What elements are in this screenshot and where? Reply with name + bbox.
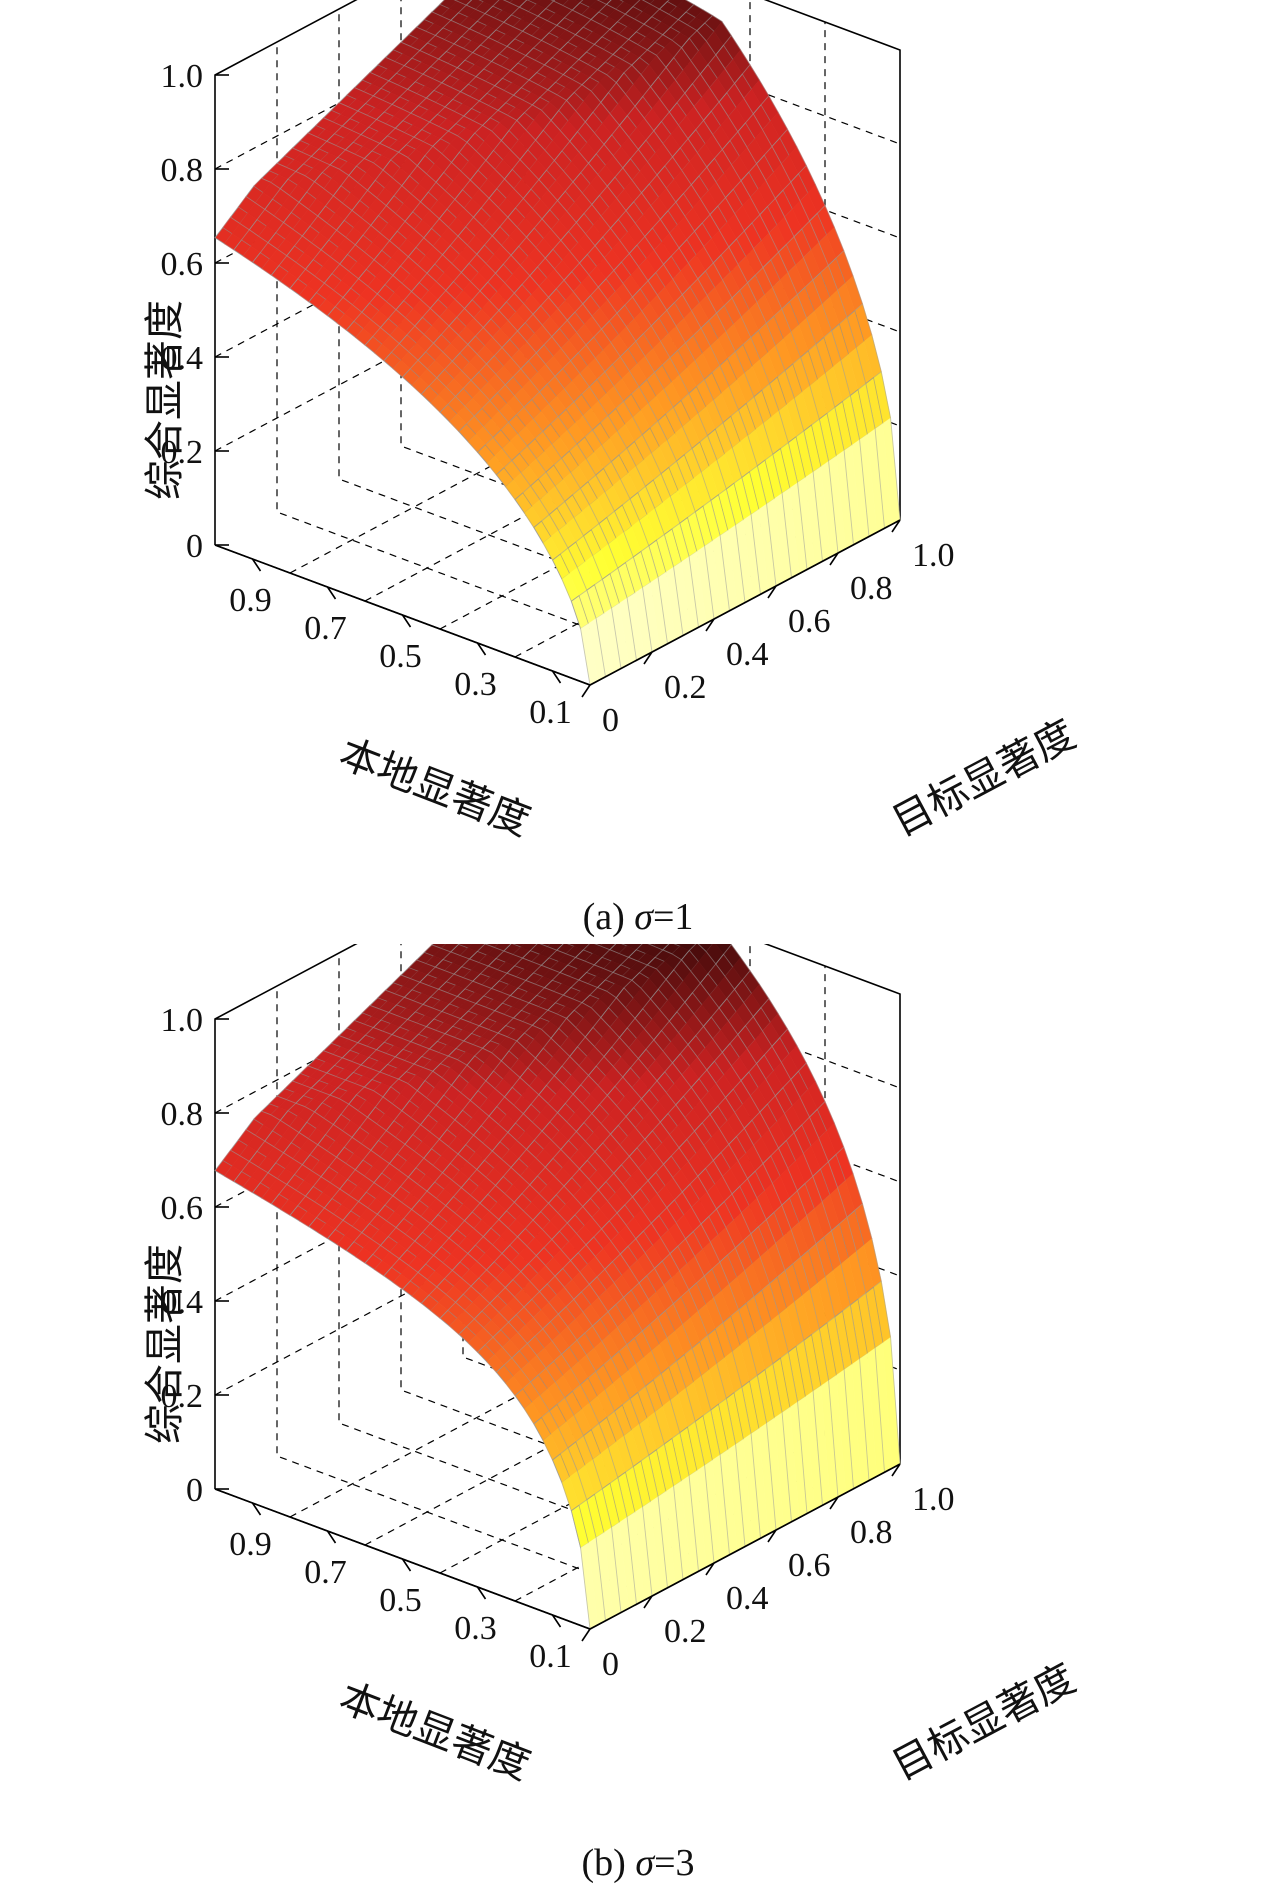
y-tick-label: 1.0	[912, 537, 955, 574]
x-tick-mark	[476, 642, 487, 656]
x-axis-label: 本地显著度	[333, 1675, 536, 1790]
x-tick-mark	[401, 1558, 412, 1572]
y-tick-mark	[643, 651, 653, 665]
caption-b-symbol: σ	[635, 1842, 655, 1884]
caption-a-prefix: (a)	[582, 896, 635, 938]
y-tick-mark	[581, 684, 591, 698]
x-tick-label: 0.5	[379, 638, 422, 675]
y-tick-mark	[767, 1529, 777, 1543]
y-tick-label: 0.8	[850, 1514, 893, 1551]
surface	[214, 0, 901, 686]
y-tick-mark	[891, 519, 901, 533]
z-tick-label: 0.8	[161, 1096, 204, 1133]
y-tick-mark	[643, 1595, 653, 1609]
caption-b: (b) σ=3	[0, 1841, 1276, 1885]
y-axis-label: 目标显著度	[885, 1655, 1083, 1790]
x-tick-label: 0.3	[454, 1610, 497, 1647]
y-tick-label: 0.2	[664, 1613, 707, 1650]
y-tick-mark	[705, 1562, 715, 1576]
z-tick-label: 0.6	[161, 246, 204, 283]
y-tick-mark	[767, 585, 777, 599]
z-tick-label: 0.4	[161, 1284, 204, 1321]
z-tick-label: 0.8	[161, 152, 204, 189]
x-tick-mark	[326, 1530, 337, 1544]
y-tick-mark	[705, 618, 715, 632]
z-axis-label: 综合显著度	[142, 1244, 188, 1444]
y-tick-label: 1.0	[912, 1481, 955, 1518]
y-tick-label: 0.2	[664, 669, 707, 706]
x-tick-label: 0.7	[304, 610, 347, 647]
z-tick-label: 1.0	[161, 58, 204, 95]
mesh-lines	[214, 944, 901, 1630]
x-tick-label: 0.1	[529, 694, 572, 731]
x-tick-label: 0.3	[454, 666, 497, 703]
x-tick-mark	[401, 614, 412, 628]
y-tick-label: 0.6	[788, 1547, 831, 1584]
caption-a: (a) σ=1	[0, 895, 1276, 939]
x-tick-label: 0.5	[379, 1582, 422, 1619]
y-tick-mark	[581, 1628, 591, 1642]
mesh-lines	[214, 0, 901, 686]
y-tick-label: 0.6	[788, 603, 831, 640]
x-tick-label: 0.9	[229, 1526, 272, 1563]
z-tick-label: 0.2	[161, 434, 204, 471]
chart-b: 0 0.2 0.4 0.6 0.8 1.0 0.9 0.7 0.5 0.3 0.1 0 0.2 0.4 0.…	[142, 944, 1083, 1790]
z-axis-label: 综合显著度	[142, 300, 188, 500]
x-axis-label: 本地显著度	[333, 731, 536, 846]
y-tick-mark	[829, 552, 839, 566]
x-tick-mark	[551, 670, 562, 684]
x-tick-mark	[251, 1502, 262, 1516]
caption-b-prefix: (b)	[581, 1842, 636, 1884]
x-tick-mark	[551, 1614, 562, 1628]
y-tick-label: 0	[602, 1646, 619, 1683]
z-tick-label: 0	[186, 1472, 203, 1509]
y-axis-label: 目标显著度	[885, 711, 1083, 846]
chart-panel-b: 0 0.2 0.4 0.6 0.8 1.0 0.9 0.7 0.5 0.3 0.1 0 0.2 0.4 0.…	[0, 944, 1276, 1888]
z-tick-label: 0.2	[161, 1378, 204, 1415]
x-tick-mark	[476, 1586, 487, 1600]
x-tick-label: 0.7	[304, 1554, 347, 1591]
z-tick-label: 0	[186, 528, 203, 565]
chart-a: 0 0.2 0.4 0.6 0.8 1.0 0.9 0.7 0.5 0.3 0.1 0 0.2 0.4 0.…	[142, 0, 1083, 846]
chart-panel-a: 0 0.2 0.4 0.6 0.8 1.0 0.9 0.7 0.5 0.3 0.1 0 0.2 0.4 0.…	[0, 0, 1276, 939]
surface-chart-a: 0 0.2 0.4 0.6 0.8 1.0 0.9 0.7 0.5 0.3 0.1 0 0.2 0.4 0.…	[142, 0, 1083, 846]
caption-b-suffix: =3	[654, 1842, 695, 1884]
z-tick-label: 1.0	[161, 1002, 204, 1039]
y-tick-label: 0.4	[726, 1580, 769, 1617]
caption-a-suffix: =1	[653, 896, 694, 938]
z-tick-label: 0.6	[161, 1190, 204, 1227]
y-tick-label: 0.4	[726, 636, 769, 673]
x-tick-mark	[326, 586, 337, 600]
y-tick-label: 0.8	[850, 570, 893, 607]
surface-chart-b: 0 0.2 0.4 0.6 0.8 1.0 0.9 0.7 0.5 0.3 0.1 0 0.2 0.4 0.…	[142, 944, 1083, 1790]
x-tick-mark	[251, 558, 262, 572]
y-tick-label: 0	[602, 702, 619, 739]
surface	[214, 944, 901, 1630]
caption-a-symbol: σ	[634, 896, 653, 938]
y-tick-mark	[891, 1463, 901, 1477]
x-tick-label: 0.9	[229, 582, 272, 619]
y-tick-mark	[829, 1496, 839, 1510]
z-tick-label: 0.4	[161, 340, 204, 377]
x-tick-label: 0.1	[529, 1638, 572, 1675]
